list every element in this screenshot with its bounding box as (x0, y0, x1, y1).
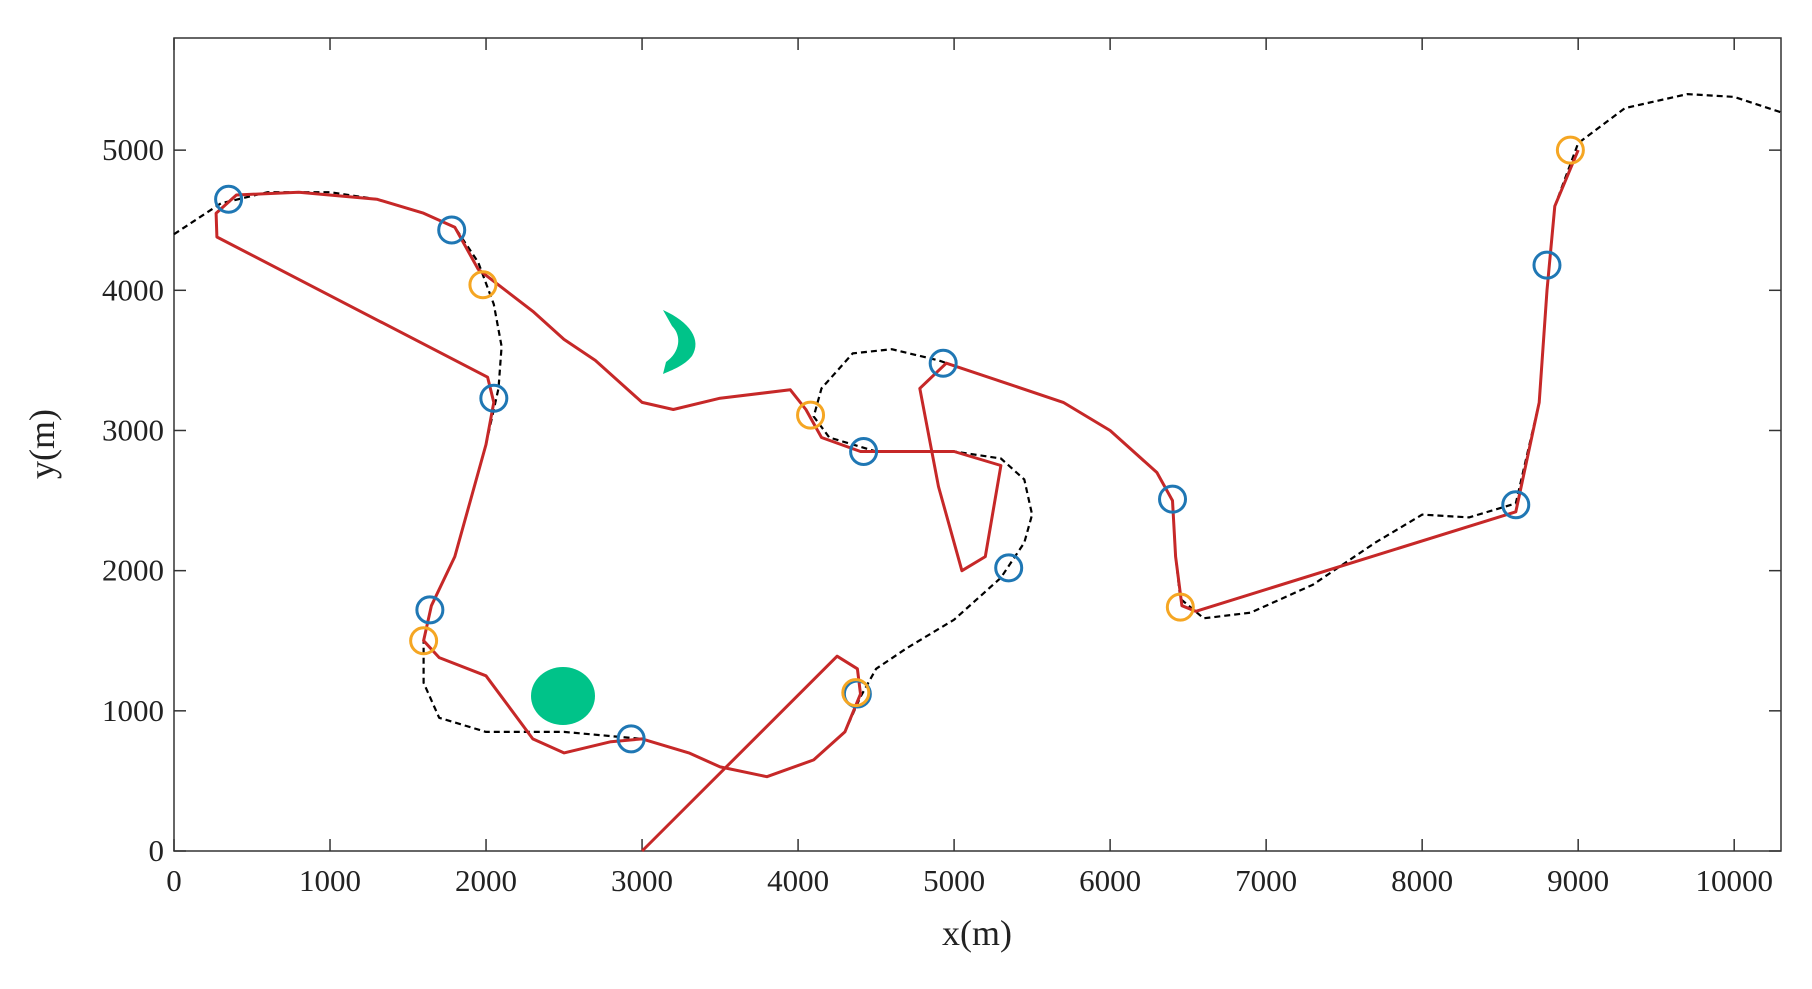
waypoint (849, 437, 879, 467)
waypoint (928, 348, 958, 378)
waypoint (437, 215, 467, 245)
y-tick-label: 4000 (102, 272, 164, 307)
x-tick-label: 6000 (1079, 863, 1141, 898)
y-axis-label: y(m) (22, 409, 62, 479)
waypoint (841, 678, 871, 708)
x-tick-label: 3000 (611, 863, 673, 898)
x-tick-label: 0 (166, 863, 182, 898)
waypoint (415, 595, 445, 625)
waypoint (1555, 135, 1585, 165)
y-tick-label: 0 (149, 833, 165, 868)
obstacle (531, 667, 595, 725)
waypoint (1532, 250, 1562, 280)
x-tick-label: 5000 (923, 863, 985, 898)
y-tick-label: 1000 (102, 693, 164, 728)
waypoint (1158, 484, 1188, 514)
plot-frame (173, 37, 1782, 852)
obstacle (663, 310, 696, 374)
waypoint (796, 400, 826, 430)
waypoint (214, 184, 244, 214)
waypoint (409, 626, 439, 656)
x-tick-label: 1000 (299, 863, 361, 898)
x-tick-label: 10000 (1695, 863, 1773, 898)
x-tick-label: 7000 (1235, 863, 1297, 898)
waypoint (479, 383, 509, 413)
x-tick-label: 8000 (1391, 863, 1453, 898)
x-tick-label: 4000 (767, 863, 829, 898)
waypoint (468, 270, 498, 300)
waypoint (1165, 592, 1195, 622)
x-tick-label: 9000 (1547, 863, 1609, 898)
y-tick-label: 5000 (102, 132, 164, 167)
waypoint (616, 724, 646, 754)
x-axis-label: x(m) (942, 913, 1012, 953)
y-tick-label: 2000 (102, 553, 164, 588)
waypoint (994, 553, 1024, 583)
actual-path (214, 149, 1580, 853)
x-tick-label: 2000 (455, 863, 517, 898)
waypoint (1501, 490, 1531, 520)
y-tick-label: 3000 (102, 412, 164, 447)
